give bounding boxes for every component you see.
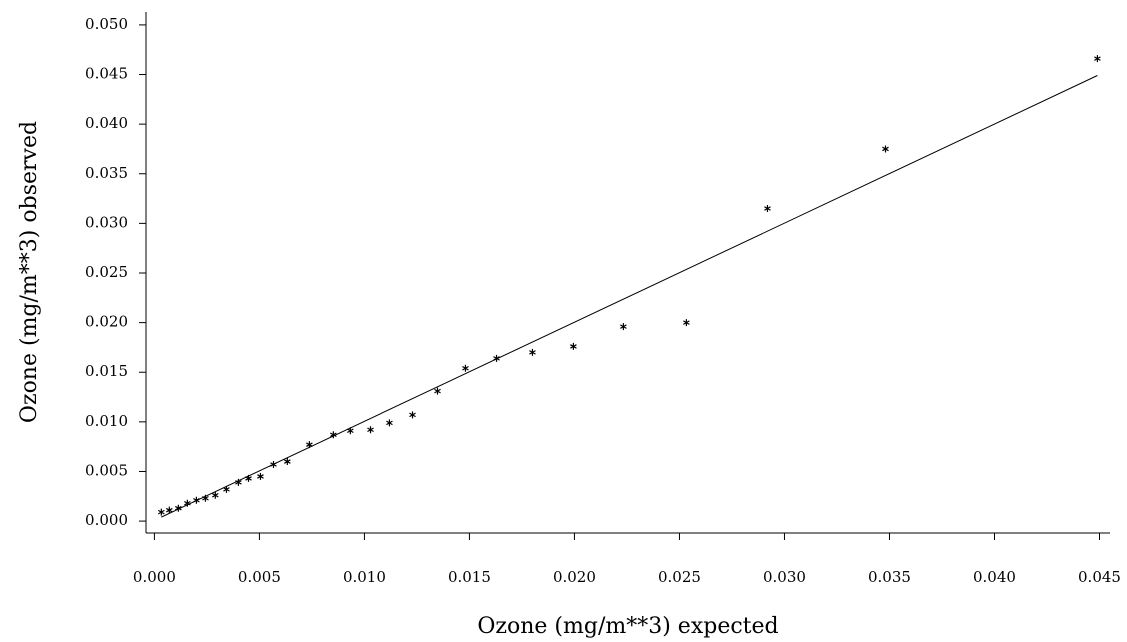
point [347,427,354,435]
reference-line [161,75,1098,518]
point [620,323,627,331]
y-tick-label: 0.050 [85,15,128,33]
y-tick-label: 0.035 [85,164,128,182]
y-tick-label: 0.015 [85,362,128,380]
x-tick-label: 0.020 [553,568,596,586]
x-tick-label: 0.045 [1078,568,1121,586]
point [367,426,374,434]
y-tick-label: 0.025 [85,263,128,281]
point [462,364,469,372]
x-tick-label: 0.030 [763,568,806,586]
point [223,485,230,493]
y-tick-label: 0.040 [85,114,128,132]
x-tick-label: 0.000 [133,568,176,586]
point [158,508,165,516]
point [284,458,291,466]
point [764,204,771,212]
x-tick-label: 0.010 [343,568,386,586]
point [165,506,173,514]
x-tick-label: 0.040 [973,568,1016,586]
point [193,496,200,504]
x-tick-label: 0.005 [238,568,281,586]
point [184,499,191,507]
point [330,431,337,439]
x-tick-label: 0.035 [868,568,911,586]
y-tick-label: 0.010 [85,412,128,430]
x-tick-label: 0.025 [658,568,701,586]
point [409,411,416,419]
y-axis-title: Ozone (mg/m**3) observed [17,121,42,423]
point [493,354,500,362]
point [257,472,264,480]
point [202,494,209,502]
y-tick-label: 0.045 [85,65,128,83]
point [434,387,441,395]
y-tick-label: 0.030 [85,213,128,231]
x-tick-label: 0.015 [448,568,491,586]
point [529,348,536,356]
y-tick-label: 0.020 [85,313,128,331]
point [1094,55,1101,63]
point [235,478,242,486]
point [570,342,577,350]
point [270,461,277,469]
point [175,504,182,512]
y-tick-label: 0.005 [85,461,128,479]
point [245,474,252,482]
point [683,319,690,327]
point [306,441,313,449]
point [882,145,889,153]
point [211,491,219,499]
x-axis-title: Ozone (mg/m**3) expected [477,614,778,639]
point [386,419,393,427]
y-tick-label: 0.000 [85,511,128,529]
